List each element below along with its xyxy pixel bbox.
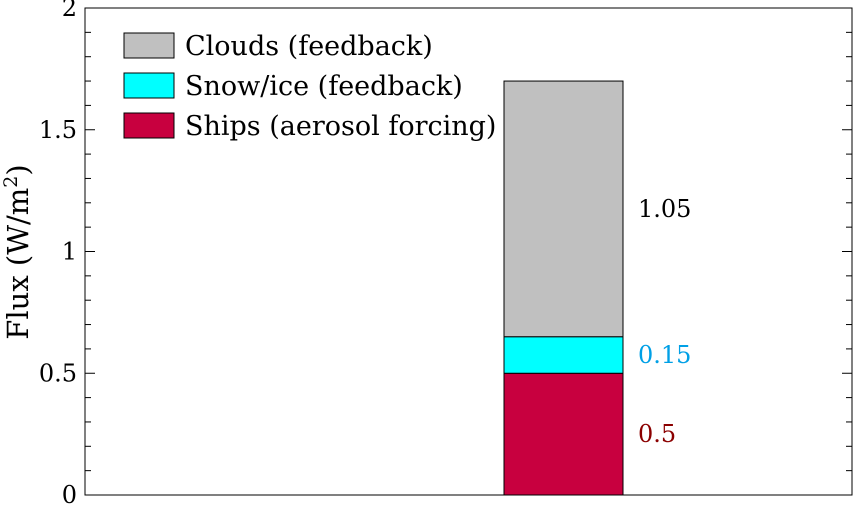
y-tick-label: 1.5 [39,116,77,144]
y-axis-ticks [85,7,852,496]
y-axis-label: Flux (W/m2) [0,164,35,339]
y-axis-label-superscript: 2 [0,176,22,188]
bar-segments [503,80,624,496]
y-axis-label-main: Flux (W/m [1,188,35,340]
legend-label-0: Ships (aerosol forcing) [185,111,496,142]
value-label-1: 0.15 [638,341,691,369]
legend-label-2: Clouds (feedback) [185,31,433,62]
y-tick-label: 0 [62,481,77,506]
legend-swatch-0 [123,112,175,139]
legend-swatch-2 [123,32,175,59]
value-label-2: 1.05 [638,195,691,223]
y-tick-label: 0.5 [39,359,77,387]
value-label-0: 0.5 [638,420,676,448]
y-axis-tick-labels: 0 0.5 1 1.5 2 [39,0,77,506]
bar-segment-2 [503,80,624,338]
y-tick-label: 2 [62,0,77,22]
bar-segment-0 [503,372,624,496]
legend-label-1: Snow/ice (feedback) [185,71,463,102]
legend-swatch-1 [123,72,175,99]
value-labels: 0.5 0.15 1.05 [638,195,691,448]
y-axis-label-close: ) [1,164,35,175]
y-tick-label: 1 [62,238,77,266]
legend: Clouds (feedback) Snow/ice (feedback) Ship… [123,31,496,142]
bar-segment-1 [503,336,624,374]
